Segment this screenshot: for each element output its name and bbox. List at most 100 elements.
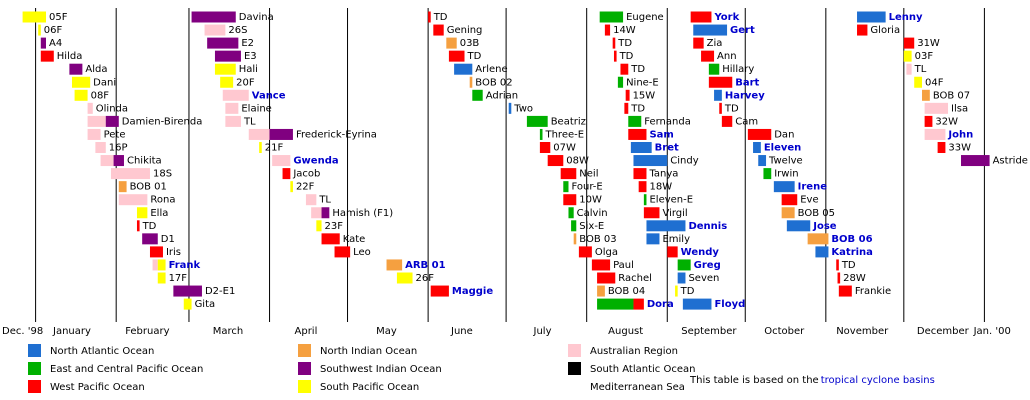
storm-label: Hillary [722,64,754,75]
legend-label: North Atlantic Ocean [50,346,154,357]
x-tick-label: August [608,326,643,337]
storm-bar [560,168,577,180]
storm-label: 18S [153,169,172,180]
storm-label[interactable]: York [713,12,739,23]
storm-label: Gening [447,25,483,36]
storm-label: Alda [85,64,107,75]
storm-label[interactable]: Bart [735,77,759,88]
storm-bar [74,89,88,101]
storm-bar [690,11,712,23]
storm-label[interactable]: Eleven [764,143,801,154]
storm-label[interactable]: Lenny [889,12,923,23]
storm-bar [136,220,140,232]
storm-label[interactable]: John [947,129,973,140]
storm-label: Cam [735,116,758,127]
storm-label: Frankie [855,286,891,297]
storm-label[interactable]: Katrina [831,247,873,258]
storm-bar [386,259,403,271]
storm-label: 18W [649,182,672,193]
storm-label: Fernanda [644,116,691,127]
storm-bar [693,37,704,49]
storm-bar [248,128,270,140]
storm-bar [604,24,611,36]
storm-label[interactable]: Gert [730,25,755,36]
storm-label: D1 [161,234,175,245]
storm-label: Zia [707,38,723,49]
storm-bar [87,102,93,114]
storm-label[interactable]: Floyd [714,299,745,310]
storm-label: Irwin [774,169,798,180]
x-tick-label: January [52,326,91,337]
storm-label: 21F [265,143,284,154]
storm-label[interactable]: Gwenda [293,156,338,167]
storm-label[interactable]: Wendy [681,247,720,258]
storm-label[interactable]: Sam [649,129,673,140]
storm-label[interactable]: Frank [169,260,201,271]
storm-label: Six-E [579,221,604,232]
storm-label: Leo [353,247,371,258]
storm-label: 26S [228,25,247,36]
storm-label: Beatriz [551,116,586,127]
storm-bar [220,76,234,88]
storm-label: Olinda [96,103,128,114]
storm-label[interactable]: ARB 01 [405,260,446,271]
storm-bar [136,207,148,219]
storm-label: E3 [244,51,257,62]
storm-label: TD [630,64,645,75]
storm-bar [675,285,678,297]
storm-label: E2 [241,38,254,49]
storm-label: BOB 02 [475,77,512,88]
storm-label: Three-E [544,129,584,140]
storm-bar [719,102,722,114]
storm-bar [526,115,548,127]
legend-swatch [298,380,311,393]
storm-label[interactable]: Greg [694,260,721,271]
x-tick-label: October [764,326,805,337]
storm-label: Ella [150,208,168,219]
storm-label: Rona [150,195,175,206]
legend-label: South Atlantic Ocean [590,364,695,375]
storm-bar [857,24,868,36]
storm-bar [472,89,483,101]
storm-label[interactable]: Harvey [725,90,765,101]
storm-label: Ann [717,51,737,62]
storm-label[interactable]: Dennis [688,221,727,232]
storm-label[interactable]: Vance [252,90,286,101]
storm-bar [547,155,564,167]
storm-bar [922,89,930,101]
storm-label[interactable]: Jose [812,221,837,232]
storm-label[interactable]: Maggie [452,286,493,297]
storm-label: BOB 05 [798,208,835,219]
storm-label[interactable]: BOB 06 [831,234,872,245]
storm-bar [903,50,912,62]
storm-bar [646,233,660,245]
storm-bar [837,272,841,284]
storm-bar [620,63,629,75]
storm-label: Davina [239,12,274,23]
storm-label[interactable]: Dora [647,299,674,310]
storm-bar [222,89,249,101]
storm-bar [539,128,543,140]
storm-label: Iris [166,247,181,258]
storm-bar [646,220,686,232]
storm-bar [38,24,41,36]
storm-bar [924,115,933,127]
x-tick-label: July [533,326,552,337]
storm-bar [906,63,912,75]
storm-bar [721,115,733,127]
storm-bar [469,76,473,88]
storm-label: Dani [93,77,116,88]
storm-label[interactable]: Irene [798,182,828,193]
storm-label: TL [243,116,256,127]
storm-bar [807,233,829,245]
storm-label[interactable]: Bret [655,143,679,154]
storm-bar [269,128,293,140]
storm-label: 23F [325,221,344,232]
note-link[interactable]: tropical cyclone basins [821,375,935,386]
storm-bar [643,194,647,206]
legend-label: South Pacific Ocean [320,382,419,393]
storm-bar [612,37,616,49]
storm-label: 08W [566,156,589,167]
storm-label: TD [617,38,632,49]
storm-bar [903,37,915,49]
